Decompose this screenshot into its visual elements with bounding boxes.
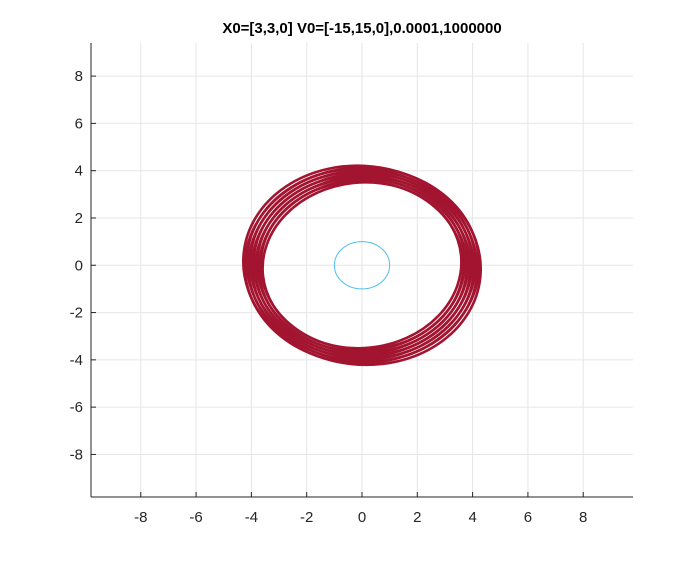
y-tick-label: 6 xyxy=(75,115,83,132)
chart-title: X0=[3,3,0] V0=[-15,15,0],0.0001,1000000 xyxy=(222,20,501,37)
orbit-ring xyxy=(250,172,474,359)
orbit-ring xyxy=(243,166,481,365)
y-tick-label: -8 xyxy=(70,446,83,463)
orbit-ring xyxy=(241,164,483,367)
orbit-ring xyxy=(261,181,463,350)
x-tick-label: 6 xyxy=(524,509,532,526)
x-tick-label: 4 xyxy=(468,509,476,526)
central-body-circle xyxy=(333,241,391,290)
orbit-ring xyxy=(248,170,476,360)
x-tick-label: 2 xyxy=(413,509,421,526)
x-tick-label: -4 xyxy=(245,509,258,526)
y-tick-label: 0 xyxy=(75,257,83,274)
y-tick-label: 4 xyxy=(75,163,83,180)
plot-area: -8 -6 -4 -2 0 2 4 6 8 -8 -6 -4 -2 0 2 4 6 8 xyxy=(70,43,633,526)
orbit-ring xyxy=(259,179,465,351)
y-tick-label: -6 xyxy=(70,399,83,416)
orbit-ring xyxy=(254,175,470,356)
orbit-ring xyxy=(252,173,472,357)
x-tick-label: 0 xyxy=(358,509,366,526)
y-tick-label: -4 xyxy=(70,352,83,369)
orbit-ring xyxy=(255,176,469,354)
x-tick-label: -2 xyxy=(300,509,313,526)
y-tick-label: 8 xyxy=(75,68,83,85)
orbit-ring xyxy=(247,169,477,362)
orbit-ring xyxy=(245,167,479,364)
orbit-ring xyxy=(257,178,467,353)
x-tick-label: -6 xyxy=(189,509,202,526)
y-tick-label: -2 xyxy=(70,305,83,322)
x-tick-label: -8 xyxy=(134,509,147,526)
x-tick-label: 8 xyxy=(579,509,587,526)
y-tick-label: 2 xyxy=(75,210,83,227)
